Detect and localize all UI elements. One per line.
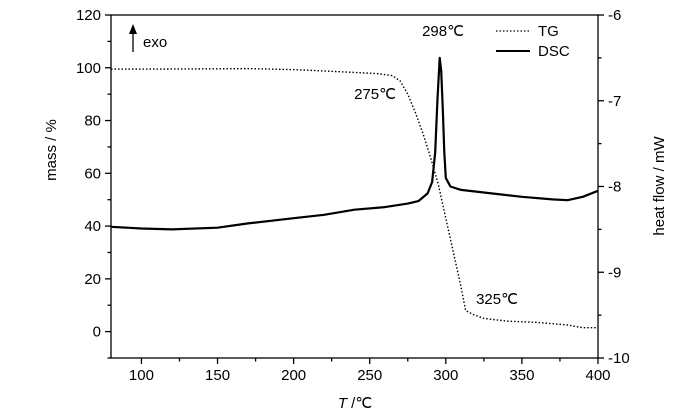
left-y-tick-label: 20 [84, 271, 101, 288]
right-y-tick-label: -8 [608, 179, 621, 196]
right-y-axis-label: heat flow / mW [651, 136, 668, 236]
x-axis-label-unit: /℃ [347, 395, 372, 412]
left-y-tick-label: 60 [84, 165, 101, 182]
x-axis-ticks: 100 150 200 250 300 350 400 [129, 358, 611, 384]
right-y-tick-label: -10 [608, 350, 630, 367]
series-dsc-line [110, 56, 599, 231]
exo-marker: exo [129, 24, 167, 52]
legend-tg-label: TG [538, 23, 559, 40]
x-tick-label: 400 [585, 367, 610, 384]
onset-annotation-275: 275℃ [354, 86, 396, 103]
x-tick-label: 200 [281, 367, 306, 384]
left-y-tick-label: 100 [76, 60, 101, 77]
x-tick-label: 350 [509, 367, 534, 384]
x-tick-label: 300 [433, 367, 458, 384]
left-y-tick-label: 80 [84, 113, 101, 130]
series-tg-line [111, 67, 598, 329]
left-y-tick-label: 0 [93, 324, 101, 341]
end-annotation-325: 325℃ [476, 291, 518, 308]
x-axis-label: T /℃ [338, 395, 372, 412]
right-y-axis-ticks: -10 -9 -8 -7 -6 [598, 7, 630, 367]
legend: TG DSC [496, 23, 570, 60]
x-tick-label: 250 [357, 367, 382, 384]
exo-label: exo [143, 34, 167, 51]
right-y-tick-label: -7 [608, 93, 621, 110]
x-tick-label: 150 [205, 367, 230, 384]
series-layer [110, 56, 599, 329]
left-y-axis-ticks: 0 20 40 60 80 100 120 [76, 7, 111, 359]
peak-annotation-298: 298℃ [422, 23, 464, 40]
exo-arrow-icon [129, 24, 137, 34]
right-y-tick-label: -9 [608, 264, 621, 281]
legend-dsc-label: DSC [538, 43, 570, 60]
plot-frame [110, 14, 599, 359]
left-y-axis-label: mass / % [43, 119, 60, 181]
x-tick-label: 100 [129, 367, 154, 384]
x-axis-label-symbol: T [338, 395, 349, 412]
left-y-tick-label: 40 [84, 218, 101, 235]
right-y-tick-label: -6 [608, 7, 621, 24]
left-y-tick-label: 120 [76, 7, 101, 24]
